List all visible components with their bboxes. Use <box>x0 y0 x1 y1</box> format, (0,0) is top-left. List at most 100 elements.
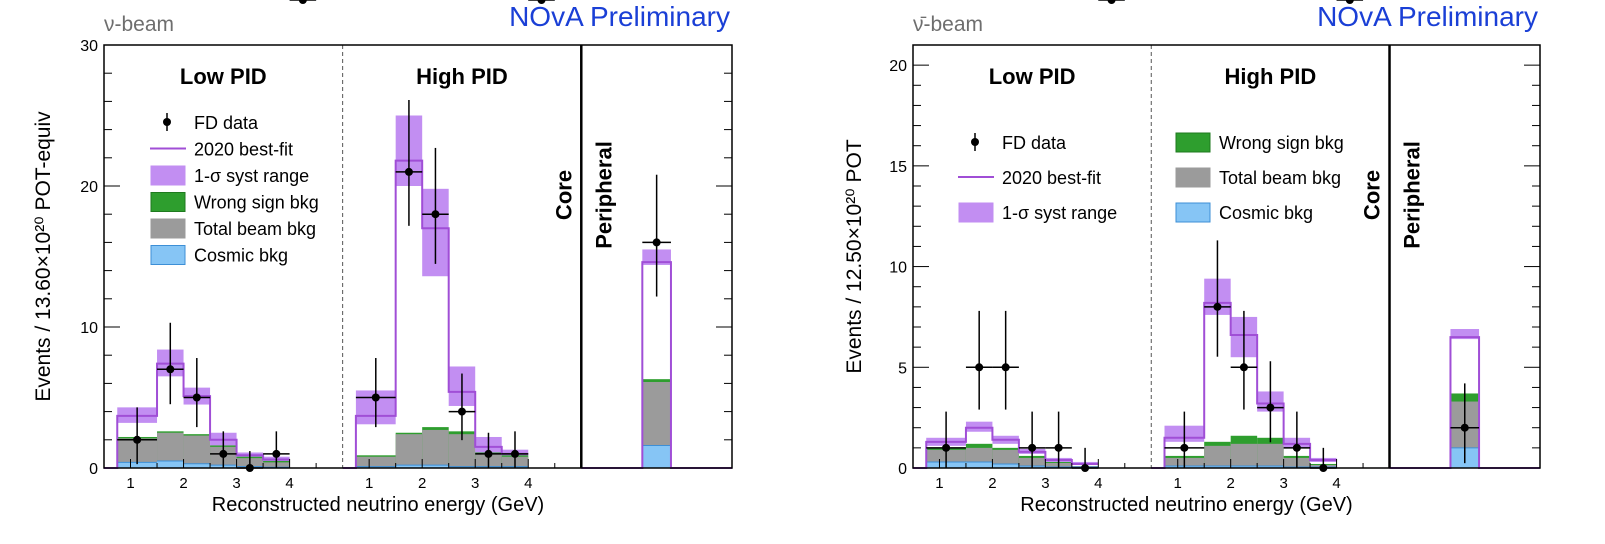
core-label: Core <box>1360 170 1385 220</box>
y-tick-label: 5 <box>898 360 907 377</box>
x-tick-label: 1 <box>935 475 943 492</box>
low-pid-data-point <box>272 449 281 458</box>
x-tick-label: 2 <box>418 475 426 492</box>
high-pid-cosmic-bar <box>1257 465 1284 468</box>
low-pid-data-point <box>166 365 175 374</box>
y-tick-label: 20 <box>889 58 907 75</box>
low-pid-syst-band <box>965 421 993 432</box>
high-pid-data-point <box>457 407 466 416</box>
high-pid-data-point <box>404 167 413 176</box>
chart-panel-1: 1 2 3 4 1 2 3 4 0 10 20 30 Reconstructed neutrino en… <box>32 0 733 516</box>
high-pid-data-point <box>1180 443 1189 452</box>
legend-data-marker <box>971 138 979 146</box>
high-pid-data-point <box>431 210 440 219</box>
peripheral-cosmic-bar <box>642 445 671 468</box>
high-pid-data-point <box>1266 403 1275 412</box>
legend-syst-label: 1-σ syst range <box>1002 203 1117 223</box>
legend-cosmic-label: Cosmic bkg <box>1219 203 1313 223</box>
low-pid-bestfit-line <box>913 426 1099 469</box>
legend-data-label: FD data <box>194 113 259 133</box>
low-pid-data-point <box>219 449 228 458</box>
x-tick-label: 3 <box>1041 475 1049 492</box>
low-pid-label: Low PID <box>989 64 1076 89</box>
low-pid-data-point <box>1054 443 1063 452</box>
beam-label: ν̄-beam <box>913 13 983 36</box>
x-tick-label: 4 <box>1094 475 1102 492</box>
y-tick-label: 0 <box>898 461 907 478</box>
high-pid-cosmic-bar <box>422 465 449 468</box>
legend-data-label: FD data <box>1002 133 1067 153</box>
legend-syst-swatch <box>150 165 186 186</box>
y-axis-label: Events / 13.60×10²⁰ POT-equiv <box>32 111 55 402</box>
peripheral-syst-band <box>1450 329 1480 340</box>
beam-label: ν-beam <box>104 13 174 36</box>
high-pid-beam-bkg-bar <box>422 429 449 468</box>
legend-fit-label: 2020 best-fit <box>1002 168 1101 188</box>
low-pid-data-point <box>133 435 142 444</box>
high-pid-cosmic-bar <box>395 465 423 468</box>
low-pid-beam-bkg-bar <box>992 449 1019 468</box>
legend-beam-swatch <box>150 218 186 239</box>
legend-syst-swatch <box>958 202 994 223</box>
high-pid-data-point <box>484 449 493 458</box>
high-pid-beam-bkg-bar <box>355 456 396 468</box>
x-tick-label: 1 <box>1174 475 1182 492</box>
legend-cosmic-label: Cosmic bkg <box>194 246 288 266</box>
y-tick-label: 10 <box>889 260 907 277</box>
x-tick-label: 1 <box>365 475 373 492</box>
y-tick-label: 0 <box>89 461 98 478</box>
legend-beam-label: Total beam bkg <box>194 219 316 239</box>
low-pid-data-point <box>192 393 201 402</box>
legend-ws-swatch <box>1175 132 1211 153</box>
y-axis-label: Events / 12.50×10²⁰ POT <box>843 139 866 373</box>
legend-syst-label: 1-σ syst range <box>194 166 309 186</box>
preliminary-label: NOvA Preliminary <box>1317 1 1538 32</box>
y-tick-label: 10 <box>80 320 98 337</box>
chart-panel-2: 1 2 3 4 1 2 3 4 0 5 10 15 20 Reconstructed neutrino e… <box>843 0 1541 516</box>
y-tick-label: 20 <box>80 179 98 196</box>
high-pid-cosmic-bar <box>1230 465 1258 468</box>
x-tick-label: 1 <box>126 475 134 492</box>
low-pid-cosmic-bar <box>965 461 993 468</box>
x-tick-label: 2 <box>988 475 996 492</box>
low-pid-cosmic-bar <box>183 463 211 468</box>
high-pid-cosmic-bar <box>1204 465 1231 468</box>
low-pid-label: Low PID <box>180 64 267 89</box>
low-pid-data-point <box>1001 363 1010 372</box>
low-pid-data-point <box>1107 0 1116 4</box>
high-pid-beam-bkg-bar <box>1204 445 1231 468</box>
y-tick-label: 30 <box>80 38 98 55</box>
legend-beam-label: Total beam bkg <box>1219 168 1341 188</box>
x-tick-label: 2 <box>1227 475 1235 492</box>
x-tick-label: 2 <box>179 475 187 492</box>
x-tick-label: 4 <box>524 475 532 492</box>
legend-fit-label: 2020 best-fit <box>194 140 293 160</box>
x-tick-label: 3 <box>471 475 479 492</box>
core-label: Core <box>551 170 576 220</box>
peripheral-data-point <box>652 238 661 247</box>
x-tick-label: 4 <box>1332 475 1340 492</box>
peripheral-label: Peripheral <box>1400 141 1425 249</box>
x-tick-label: 4 <box>285 475 293 492</box>
legend-ws-swatch <box>150 192 186 212</box>
plot-frame <box>912 44 1541 469</box>
low-pid-data-point <box>942 443 951 452</box>
high-pid-data-point <box>1213 302 1222 311</box>
low-pid-cosmic-bar <box>157 460 184 468</box>
legend-ws-label: Wrong sign bkg <box>1219 133 1344 153</box>
y-tick-label: 15 <box>889 159 907 176</box>
legend-cosmic-swatch <box>1175 202 1211 223</box>
legend-cosmic-swatch <box>150 245 186 265</box>
low-pid-data-point <box>975 363 984 372</box>
low-pid-beam-bkg-bar <box>183 435 211 468</box>
high-pid-beam-bkg-bar <box>1230 443 1258 468</box>
high-pid-data-point <box>371 393 380 402</box>
high-pid-data-point <box>1345 0 1354 4</box>
high-pid-label: High PID <box>1225 64 1317 89</box>
high-pid-data-point <box>1239 363 1248 372</box>
low-pid-cosmic-bar <box>117 462 158 468</box>
high-pid-beam-bkg-bar <box>395 434 423 468</box>
x-axis-label: Reconstructed neutrino energy (GeV) <box>1020 494 1352 516</box>
peripheral-label: Peripheral <box>591 141 616 249</box>
